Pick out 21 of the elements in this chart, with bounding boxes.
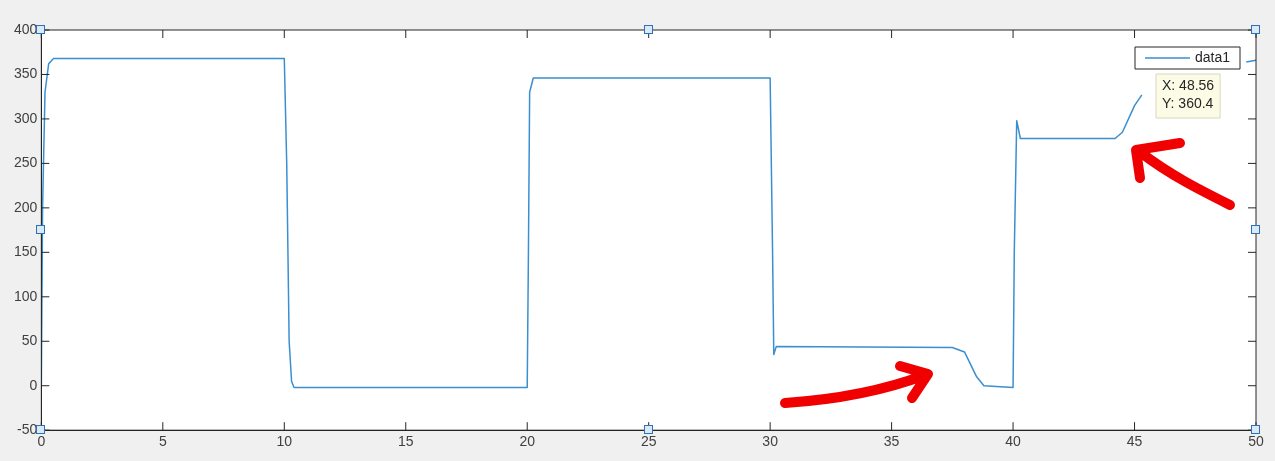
y-tick-label: 250 — [14, 154, 38, 171]
x-tick-label: 45 — [1126, 433, 1143, 450]
x-tick-label: 35 — [883, 433, 900, 450]
y-tick-label: 150 — [14, 243, 38, 260]
x-tick-label: 25 — [640, 433, 657, 450]
y-tick-label: 0 — [29, 376, 38, 393]
x-tick-label: 10 — [276, 433, 293, 450]
x-tick-label: 30 — [762, 433, 779, 450]
annotation: X: 48.56 Y: 360.4 — [1162, 76, 1215, 111]
y-tick-label: 300 — [14, 109, 38, 126]
x-tick-label: 5 — [158, 433, 167, 450]
y-tick-label: 350 — [14, 65, 38, 82]
y-tick-label: 50 — [21, 332, 38, 349]
y-tick-label: 400 — [14, 20, 38, 37]
x-tick-label: 15 — [397, 433, 414, 450]
y-tick-label: 100 — [14, 287, 38, 304]
legend-label: data1 — [1195, 48, 1231, 65]
x-tick-label: 40 — [1005, 433, 1022, 450]
x-tick-label: 50 — [1248, 433, 1264, 450]
y-tick-label: 200 — [14, 198, 38, 215]
x-tick-label: 20 — [519, 433, 536, 450]
